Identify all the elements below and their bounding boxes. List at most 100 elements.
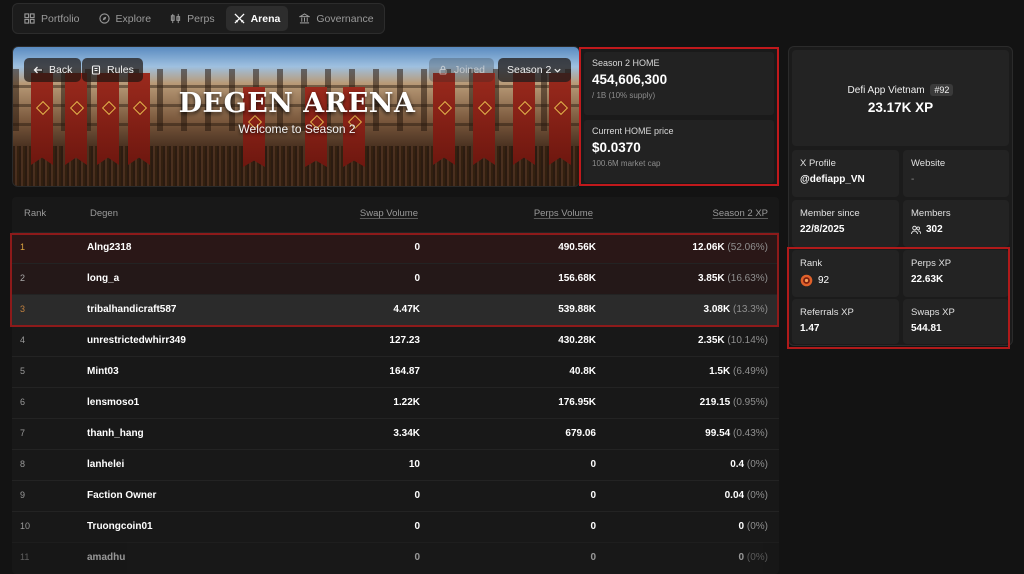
joined-button[interactable]: Joined (429, 58, 494, 82)
tab-explore[interactable]: Explore (91, 6, 160, 31)
red-banner (305, 87, 327, 167)
tab-perps[interactable]: Perps (162, 6, 222, 31)
member-since-card: Member since 22/8/2025 (792, 200, 899, 247)
header-season-xp[interactable]: Season 2 XP (712, 208, 768, 219)
table-row[interactable]: 10 Truongcoin01 0 0 0 (0%) (12, 511, 779, 542)
degen-name-cell: lensmoso1 (87, 397, 140, 408)
swap-volume-cell: 4.47K (393, 304, 420, 315)
rank-card: Rank 92 (792, 250, 899, 297)
perps-volume-cell: 430.28K (558, 335, 596, 346)
table-row[interactable]: 7 thanh_hang 3.34K 679.06 99.54 (0.43%) (12, 418, 779, 449)
members-value: 302 (926, 224, 943, 235)
season-select-value: Season 2 (507, 64, 552, 76)
tab-perps-label: Perps (187, 12, 215, 25)
red-banner (243, 87, 265, 167)
rank-cell: 5 (20, 366, 26, 376)
x-profile-card[interactable]: X Profile @defiapp_VN (792, 150, 899, 197)
season-xp-value: 2.35K (697, 335, 725, 346)
rank-medal-icon (800, 274, 813, 287)
degen-name-cell: Mint03 (87, 366, 119, 377)
table-row[interactable]: 8 lanhelei 10 0 0.4 (0%) (12, 449, 779, 480)
table-row[interactable]: 9 Faction Owner 0 0 0.04 (0%) (12, 480, 779, 511)
back-button[interactable]: Back (24, 58, 82, 82)
season-xp-value: 3.08K (703, 304, 731, 315)
header-perps-volume[interactable]: Perps Volume (533, 208, 593, 219)
lock-icon (439, 65, 447, 75)
book-icon (91, 65, 101, 75)
season-xp-value: 0.04 (724, 490, 745, 501)
tab-arena[interactable]: Arena (225, 6, 289, 31)
candlestick-icon (171, 13, 181, 24)
table-row[interactable]: 5 Mint03 164.87 40.8K 1.5K (6.49%) (12, 356, 779, 387)
season-xp-percent: (52.06%) (727, 242, 768, 253)
season-xp-cell: 219.15 (0.95%) (700, 397, 768, 408)
rank-cell: 3 (20, 304, 26, 314)
website-value: - (911, 174, 915, 185)
season-xp-percent: (10.14%) (727, 335, 768, 346)
table-row[interactable]: 11 amadhu 0 0 0 (0%) (12, 542, 779, 573)
red-banner (31, 73, 53, 165)
season-xp-value: 219.15 (699, 397, 731, 408)
season-xp-value: 1.5K (709, 366, 731, 377)
table-row[interactable]: 6 lensmoso1 1.22K 176.95K 219.15 (0.95%) (12, 387, 779, 418)
season-xp-percent: (0%) (746, 459, 768, 470)
red-banner (433, 73, 455, 165)
table-header: Rank Degen Swap Volume Perps Volume Seas… (12, 197, 779, 232)
hero-title: DEGEN ARENA (178, 88, 416, 119)
home-price-label: Current HOME price (592, 126, 674, 136)
rules-button[interactable]: Rules (82, 58, 143, 82)
degen-name-cell: amadhu (87, 552, 126, 563)
perps-volume-cell: 40.8K (569, 366, 596, 377)
tab-portfolio-label: Portfolio (41, 12, 80, 25)
rank-cell: 9 (20, 490, 26, 500)
swap-volume-cell: 127.23 (389, 335, 420, 346)
swap-volume-cell: 10 (408, 459, 420, 470)
tab-arena-label: Arena (250, 12, 281, 25)
perps-volume-cell: 0 (590, 521, 596, 532)
leaderboard-table: Rank Degen Swap Volume Perps Volume Seas… (12, 197, 779, 574)
perps-volume-cell: 156.68K (558, 273, 596, 284)
perps-xp-card: Perps XP 22.63K (903, 250, 1009, 297)
table-row[interactable]: 4 unrestrictedwhirr349 127.23 430.28K 2.35K … (12, 325, 779, 356)
rank-label: Rank (800, 258, 823, 269)
table-row[interactable]: 3 tribalhandicraft587 4.47K 539.88K 3.08K (1… (12, 294, 779, 325)
degen-name-cell: thanh_hang (87, 428, 144, 439)
season-stats-panel: Season 2 HOME 454,606,300 / 1B (10% supp… (579, 47, 779, 186)
red-banner (473, 73, 495, 165)
season-xp-percent: (0%) (746, 521, 768, 532)
season-home-value: 454,606,300 (592, 72, 668, 87)
swap-volume-cell: 0 (414, 552, 420, 563)
arrow-left-icon (33, 66, 42, 74)
swap-volume-cell: 0 (414, 273, 420, 284)
degen-name-cell: tribalhandicraft587 (87, 304, 177, 315)
tab-explore-label: Explore (115, 12, 152, 25)
degen-name-cell: long_a (87, 273, 120, 284)
members-count: 302 (911, 224, 943, 235)
perps-volume-cell: 0 (590, 552, 596, 563)
tab-governance[interactable]: Governance (291, 6, 381, 31)
header-swap-volume[interactable]: Swap Volume (359, 208, 418, 219)
perps-xp-value: 22.63K (911, 274, 944, 285)
swap-volume-cell: 3.34K (393, 428, 420, 439)
crossed-swords-icon (234, 13, 245, 24)
season-xp-cell: 0.4 (0%) (730, 459, 768, 470)
season-select[interactable]: Season 2 (498, 58, 571, 82)
header-rank: Rank (24, 208, 47, 219)
season-xp-percent: (6.49%) (732, 366, 768, 377)
header-degen: Degen (90, 208, 118, 219)
perps-volume-cell: 0 (590, 459, 596, 470)
compass-icon (98, 13, 110, 24)
table-row[interactable]: 2 long_a 0 156.68K 3.85K (16.63%) (12, 263, 779, 294)
team-xp: 23.17K XP (867, 100, 934, 115)
website-label: Website (911, 158, 946, 169)
red-banner (343, 87, 365, 167)
x-profile-handle[interactable]: @defiapp_VN (800, 174, 865, 185)
red-banner (128, 73, 150, 165)
season-xp-cell: 0 (0%) (739, 552, 768, 563)
hero-subtitle: Welcome to Season 2 (238, 122, 356, 136)
swap-volume-cell: 0 (414, 242, 420, 253)
swaps-xp-label: Swaps XP (911, 307, 955, 318)
degen-name-cell: lanhelei (87, 459, 125, 470)
tab-portfolio[interactable]: Portfolio (16, 6, 88, 31)
table-row[interactable]: 1 Alng2318 0 490.56K 12.06K (52.06%) (12, 232, 779, 263)
